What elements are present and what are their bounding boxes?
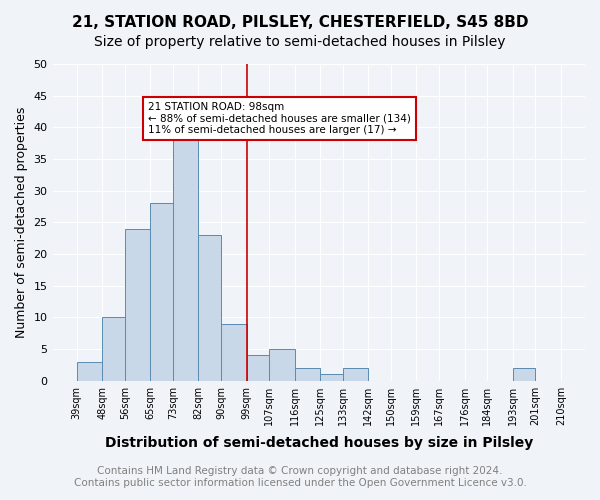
- Bar: [247, 356, 269, 380]
- Y-axis label: Number of semi-detached properties: Number of semi-detached properties: [15, 106, 28, 338]
- Bar: [269, 349, 295, 380]
- Bar: [125, 228, 151, 380]
- Text: Contains HM Land Registry data © Crown copyright and database right 2024.
Contai: Contains HM Land Registry data © Crown c…: [74, 466, 526, 487]
- Bar: [343, 368, 368, 380]
- Bar: [221, 324, 247, 380]
- Bar: [512, 368, 535, 380]
- Bar: [102, 318, 125, 380]
- X-axis label: Distribution of semi-detached houses by size in Pilsley: Distribution of semi-detached houses by …: [104, 436, 533, 450]
- Bar: [151, 204, 173, 380]
- Bar: [173, 121, 199, 380]
- Bar: [320, 374, 343, 380]
- Bar: [199, 235, 221, 380]
- Bar: [77, 362, 102, 380]
- Text: 21 STATION ROAD: 98sqm
← 88% of semi-detached houses are smaller (134)
11% of se: 21 STATION ROAD: 98sqm ← 88% of semi-det…: [148, 102, 411, 135]
- Text: Size of property relative to semi-detached houses in Pilsley: Size of property relative to semi-detach…: [94, 35, 506, 49]
- Bar: [295, 368, 320, 380]
- Text: 21, STATION ROAD, PILSLEY, CHESTERFIELD, S45 8BD: 21, STATION ROAD, PILSLEY, CHESTERFIELD,…: [72, 15, 528, 30]
